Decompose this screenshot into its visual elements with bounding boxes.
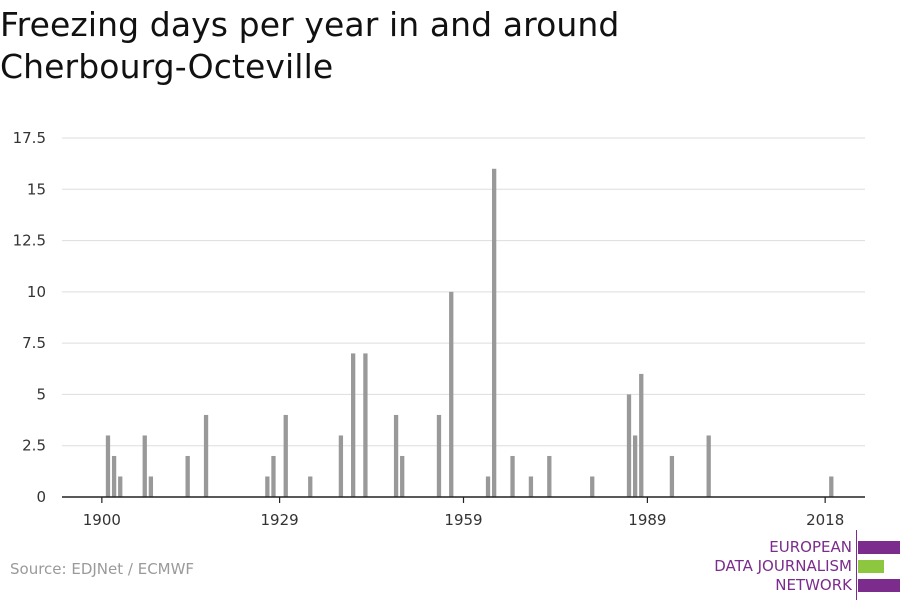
- bar: [639, 373, 644, 497]
- logo-text-data-journalism: DATA JOURNALISM: [714, 557, 852, 575]
- bar: [590, 476, 595, 497]
- x-tick-label: 2018: [806, 511, 844, 529]
- bar: [203, 414, 209, 497]
- y-tick-label: 10: [27, 283, 46, 301]
- bar: [148, 476, 154, 497]
- y-tick-label: 7.5: [22, 334, 46, 352]
- y-tick-label: 15: [27, 180, 46, 198]
- bar: [105, 435, 111, 497]
- bars: [105, 168, 834, 497]
- bar-chart: 0 2.5 5 7.5 10 12.5 15 17.5 1900 1929 1959 1989 2018: [13, 129, 865, 529]
- x-tick-label: 1989: [628, 511, 666, 529]
- x-tick-label: 1900: [83, 511, 121, 529]
- x-tick-label: 1959: [444, 511, 482, 529]
- logo-bar-2: [858, 560, 884, 573]
- chart-title-line-1: Freezing days per year in and around: [0, 5, 620, 44]
- chart-title-line-2: Cherbourg-Octeville: [0, 47, 334, 86]
- logo-text-european: EUROPEAN: [769, 538, 852, 556]
- logo-bar-3: [858, 579, 900, 592]
- bar: [485, 476, 491, 497]
- gridlines: [62, 137, 865, 447]
- logo-bar-1: [858, 541, 900, 554]
- chart-title: Freezing days per year in and around Che…: [0, 4, 720, 88]
- bar: [706, 435, 711, 497]
- bar: [829, 476, 834, 497]
- bar: [626, 394, 632, 497]
- bar: [185, 455, 190, 497]
- bar: [632, 435, 638, 497]
- bar: [338, 435, 344, 497]
- bar: [118, 476, 123, 497]
- axes: 0 2.5 5 7.5 10 12.5 15 17.5 1900 1929 1959 1989 2018: [13, 129, 865, 529]
- bar: [449, 291, 454, 497]
- y-tick-label: 2.5: [22, 437, 46, 455]
- source-note: Source: EDJNet / ECMWF: [10, 560, 195, 578]
- bar: [436, 414, 442, 497]
- bar: [142, 435, 147, 497]
- y-tick-label: 17.5: [13, 129, 46, 147]
- bar: [528, 476, 534, 497]
- bar: [510, 455, 515, 497]
- bar: [547, 455, 552, 497]
- bar: [283, 414, 288, 497]
- x-tick-label: 1929: [261, 511, 299, 529]
- edjnet-logo: EUROPEAN DATA JOURNALISM NETWORK: [700, 530, 900, 600]
- bar: [363, 353, 368, 497]
- y-tick-label: 12.5: [13, 232, 46, 250]
- y-tick-label: 5: [36, 385, 46, 403]
- bar: [400, 455, 405, 497]
- bar: [393, 414, 399, 497]
- bar: [669, 455, 675, 497]
- bar: [308, 476, 313, 497]
- y-tick-label: 0: [36, 488, 46, 506]
- bar: [271, 455, 276, 497]
- bar: [111, 455, 117, 497]
- bar: [265, 476, 270, 497]
- logo-divider: [856, 530, 857, 600]
- bar: [351, 353, 356, 497]
- logo-text-network: NETWORK: [775, 576, 852, 594]
- bar: [492, 168, 497, 497]
